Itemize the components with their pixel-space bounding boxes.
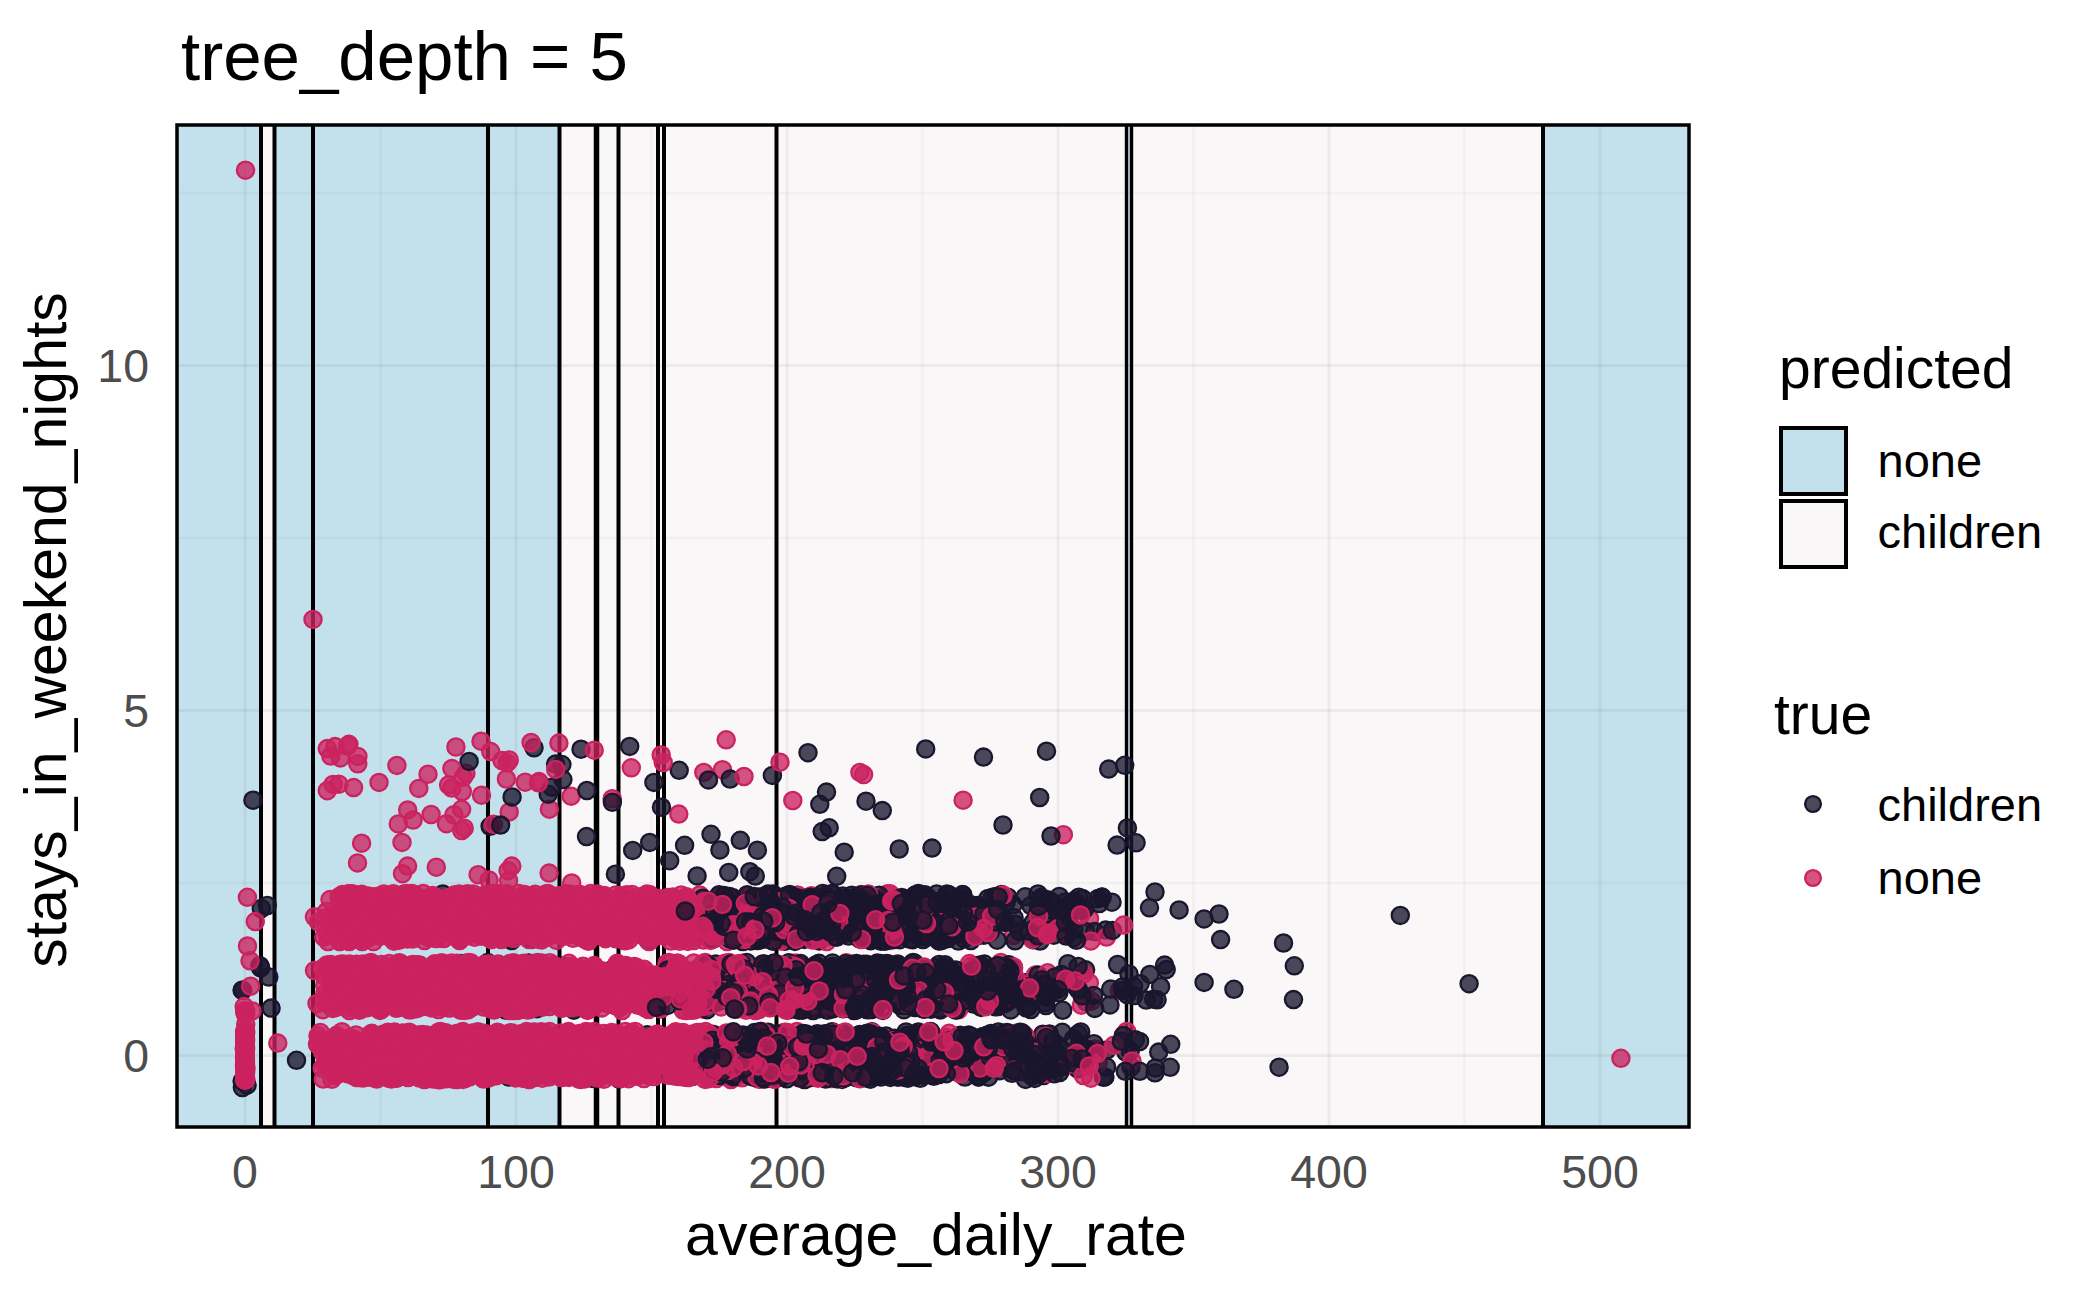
svg-text:100: 100 <box>477 1146 555 1198</box>
svg-text:children: children <box>1878 778 2043 831</box>
svg-text:children: children <box>1878 505 2043 558</box>
svg-text:500: 500 <box>1561 1146 1639 1198</box>
svg-text:average_daily_rate: average_daily_rate <box>685 1202 1187 1268</box>
svg-text:300: 300 <box>1019 1146 1097 1198</box>
svg-text:tree_depth = 5: tree_depth = 5 <box>181 18 628 95</box>
svg-text:none: none <box>1878 434 1983 487</box>
svg-text:0: 0 <box>232 1146 258 1198</box>
svg-text:400: 400 <box>1290 1146 1368 1198</box>
svg-text:5: 5 <box>123 685 149 737</box>
svg-text:0: 0 <box>123 1030 149 1082</box>
svg-text:stays_in_weekend_nights: stays_in_weekend_nights <box>13 292 79 968</box>
svg-text:200: 200 <box>748 1146 826 1198</box>
svg-text:10: 10 <box>97 340 149 392</box>
svg-text:true: true <box>1774 682 1872 746</box>
svg-text:predicted: predicted <box>1779 336 2014 400</box>
svg-text:none: none <box>1878 851 1983 904</box>
